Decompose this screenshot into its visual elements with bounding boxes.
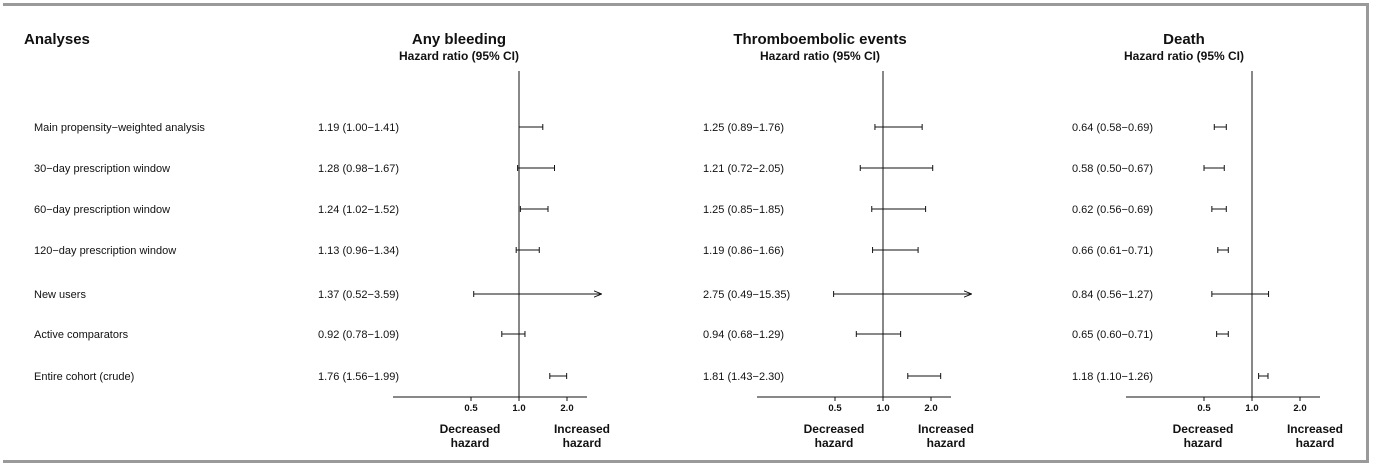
estimate-label: 0.92 (0.78−1.09): [318, 329, 399, 341]
x-tick-label: 1.0: [876, 403, 889, 414]
estimate-label: 0.66 (0.61−0.71): [1072, 245, 1153, 257]
estimate-label: 1.76 (1.56−1.99): [318, 371, 399, 383]
decreased-hazard-label: hazard: [1184, 436, 1223, 450]
x-tick-label: 1.0: [1245, 403, 1258, 414]
estimate-label: 1.81 (1.43−2.30): [703, 371, 784, 383]
x-tick-label: 0.5: [828, 403, 842, 414]
increased-hazard-label: Increased: [918, 422, 974, 436]
row-label: New users: [34, 289, 86, 301]
x-tick-label: 2.0: [1293, 403, 1306, 414]
row-label: 60−day prescription window: [34, 204, 170, 216]
increased-hazard-label: hazard: [927, 436, 966, 450]
estimate-label: 1.18 (1.10−1.26): [1072, 371, 1153, 383]
decreased-hazard-label: Decreased: [804, 422, 865, 436]
analyses-header: Analyses: [24, 31, 90, 48]
estimate-label: 1.37 (0.52−3.59): [318, 289, 399, 301]
decreased-hazard-label: Decreased: [1173, 422, 1234, 436]
estimate-label: 2.75 (0.49−15.35): [703, 289, 790, 301]
x-tick-label: 0.5: [1197, 403, 1211, 414]
estimate-label: 1.25 (0.85−1.85): [703, 204, 784, 216]
estimate-label: 0.62 (0.56−0.69): [1072, 204, 1153, 216]
increased-hazard-label: hazard: [563, 436, 602, 450]
estimate-label: 1.25 (0.89−1.76): [703, 122, 784, 134]
panel-subtitle: Hazard ratio (95% CI): [1124, 49, 1244, 63]
estimate-label: 0.64 (0.58−0.69): [1072, 122, 1153, 134]
panel-subtitle: Hazard ratio (95% CI): [760, 49, 880, 63]
panel-title: Any bleeding: [412, 31, 506, 48]
estimate-label: 0.65 (0.60−0.71): [1072, 329, 1153, 341]
row-label: Entire cohort (crude): [34, 371, 134, 383]
increased-hazard-label: hazard: [1296, 436, 1335, 450]
row-label: Active comparators: [34, 329, 129, 341]
row-label: 120−day prescription window: [34, 245, 176, 257]
row-label: 30−day prescription window: [34, 163, 170, 175]
x-tick-label: 2.0: [924, 403, 937, 414]
increased-hazard-label: Increased: [554, 422, 610, 436]
decreased-hazard-label: hazard: [451, 436, 490, 450]
decreased-hazard-label: hazard: [815, 436, 854, 450]
estimate-label: 1.19 (0.86−1.66): [703, 245, 784, 257]
estimate-label: 0.84 (0.56−1.27): [1072, 289, 1153, 301]
estimate-label: 0.58 (0.50−0.67): [1072, 163, 1153, 175]
panel-subtitle: Hazard ratio (95% CI): [399, 49, 519, 63]
row-label: Main propensity−weighted analysis: [34, 122, 205, 134]
decreased-hazard-label: Decreased: [440, 422, 501, 436]
estimate-label: 1.24 (1.02−1.52): [318, 204, 399, 216]
x-tick-label: 2.0: [560, 403, 573, 414]
panel-title: Death: [1163, 31, 1205, 48]
estimate-label: 1.28 (0.98−1.67): [318, 163, 399, 175]
estimate-label: 1.19 (1.00−1.41): [318, 122, 399, 134]
panel-title: Thromboembolic events: [733, 31, 906, 48]
x-tick-label: 0.5: [464, 403, 478, 414]
estimate-label: 1.13 (0.96−1.34): [318, 245, 399, 257]
figure-frame: [3, 3, 1369, 463]
x-tick-label: 1.0: [512, 403, 525, 414]
increased-hazard-label: Increased: [1287, 422, 1343, 436]
estimate-label: 0.94 (0.68−1.29): [703, 329, 784, 341]
estimate-label: 1.21 (0.72−2.05): [703, 163, 784, 175]
